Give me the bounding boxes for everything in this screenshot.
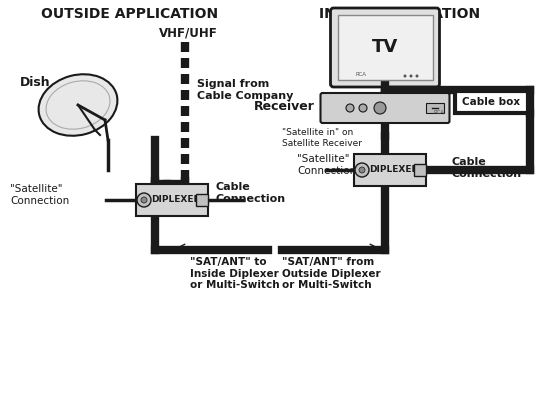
Bar [354,154,426,186]
FancyBboxPatch shape [321,93,449,123]
Text: "Satellite in" on
Satellite Receiver: "Satellite in" on Satellite Receiver [282,128,362,148]
Text: "Satellite"
Connection: "Satellite" Connection [297,154,356,176]
Circle shape [137,193,151,207]
Text: DIPLEXER: DIPLEXER [151,196,201,204]
Text: RCA: RCA [433,110,444,115]
Bar [338,15,432,80]
Circle shape [404,74,406,78]
Circle shape [355,163,369,177]
Circle shape [359,167,365,173]
Text: INSIDE APPLICATION: INSIDE APPLICATION [320,7,481,21]
Text: DIPLEXER: DIPLEXER [369,166,419,174]
Text: Cable box: Cable box [463,97,520,107]
Circle shape [346,104,354,112]
Bar [414,164,426,176]
Text: VHF/UHF: VHF/UHF [158,27,217,40]
Text: Receiver: Receiver [254,100,315,112]
Bar [196,194,208,206]
Text: Dish: Dish [20,76,51,88]
Text: RCA: RCA [355,72,366,77]
Circle shape [359,104,367,112]
Text: "Satellite"
Connection: "Satellite" Connection [10,184,69,206]
Circle shape [141,197,147,203]
Text: Cable
Connection: Cable Connection [452,157,522,179]
Text: "SAT/ANT" from
Outside Diplexer
or Multi-Switch: "SAT/ANT" from Outside Diplexer or Multi… [282,257,381,290]
Circle shape [410,74,412,78]
Circle shape [415,74,419,78]
Circle shape [374,102,386,114]
Text: OUTSIDE APPLICATION: OUTSIDE APPLICATION [41,7,218,21]
Text: Signal from
Cable Company: Signal from Cable Company [197,79,293,101]
Bar [136,184,208,216]
Text: "SAT/ANT" to
Inside Diplexer
or Multi-Switch: "SAT/ANT" to Inside Diplexer or Multi-Sw… [190,257,279,290]
Ellipse shape [39,74,117,136]
Text: TV: TV [372,38,398,56]
Text: Cable
Connection: Cable Connection [215,182,285,204]
Bar [455,91,528,113]
Bar [426,103,443,113]
FancyBboxPatch shape [331,8,439,87]
